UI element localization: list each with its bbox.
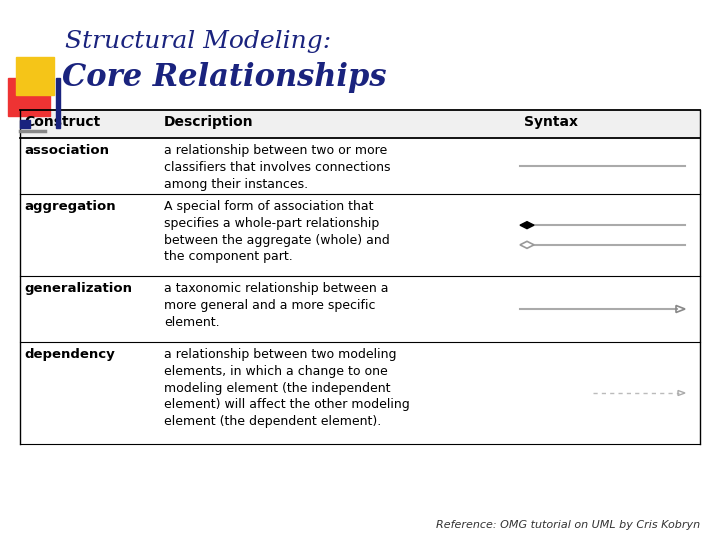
Text: Construct: Construct: [24, 115, 100, 129]
Bar: [8, 78, 50, 116]
Text: dependency: dependency: [24, 348, 114, 361]
Bar: [16, 57, 54, 95]
Text: association: association: [24, 144, 109, 157]
Bar: [20, 120, 30, 128]
Polygon shape: [520, 221, 534, 228]
Text: generalization: generalization: [24, 282, 132, 295]
Text: Reference: OMG tutorial on UML by Cris Kobryn: Reference: OMG tutorial on UML by Cris K…: [436, 520, 700, 530]
Text: Description: Description: [164, 115, 253, 129]
Bar: [56, 78, 60, 128]
Bar: [20, 110, 700, 138]
Text: A special form of association that
specifies a whole-part relationship
between t: A special form of association that speci…: [164, 200, 390, 264]
Text: a relationship between two modeling
elements, in which a change to one
modeling : a relationship between two modeling elem…: [164, 348, 410, 428]
Text: a relationship between two or more
classifiers that involves connections
among t: a relationship between two or more class…: [164, 144, 390, 191]
Text: aggregation: aggregation: [24, 200, 116, 213]
Text: Structural Modeling:: Structural Modeling:: [65, 30, 331, 53]
Text: a taxonomic relationship between a
more general and a more specific
element.: a taxonomic relationship between a more …: [164, 282, 389, 329]
Text: Core Relationships: Core Relationships: [62, 62, 387, 93]
Text: Syntax: Syntax: [524, 115, 578, 129]
